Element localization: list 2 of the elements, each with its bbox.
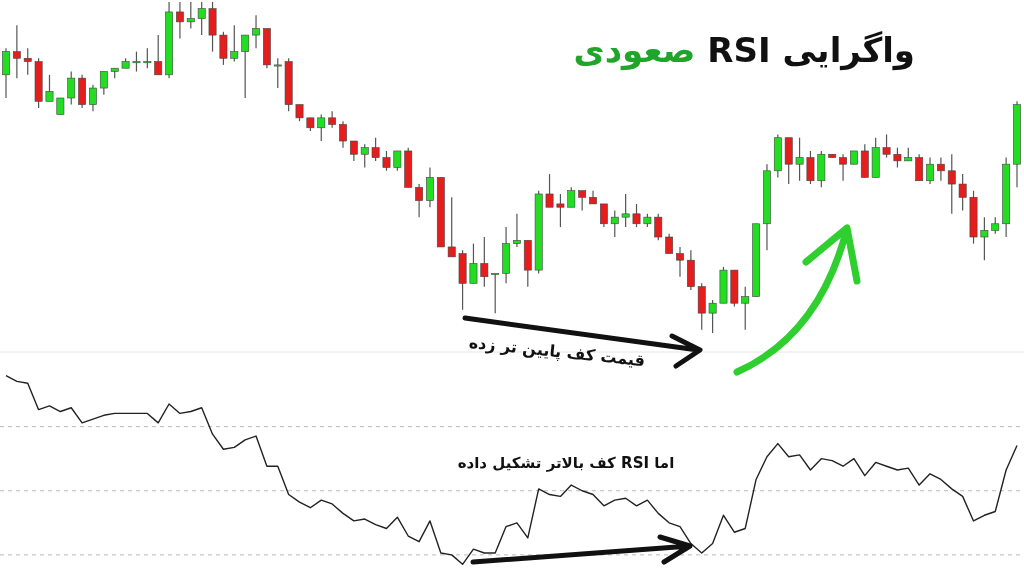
annotation: قیمت کف پایین تر زده	[467, 332, 647, 372]
annotation: اما RSI کف بالاتر تشکیل داده	[457, 454, 675, 472]
